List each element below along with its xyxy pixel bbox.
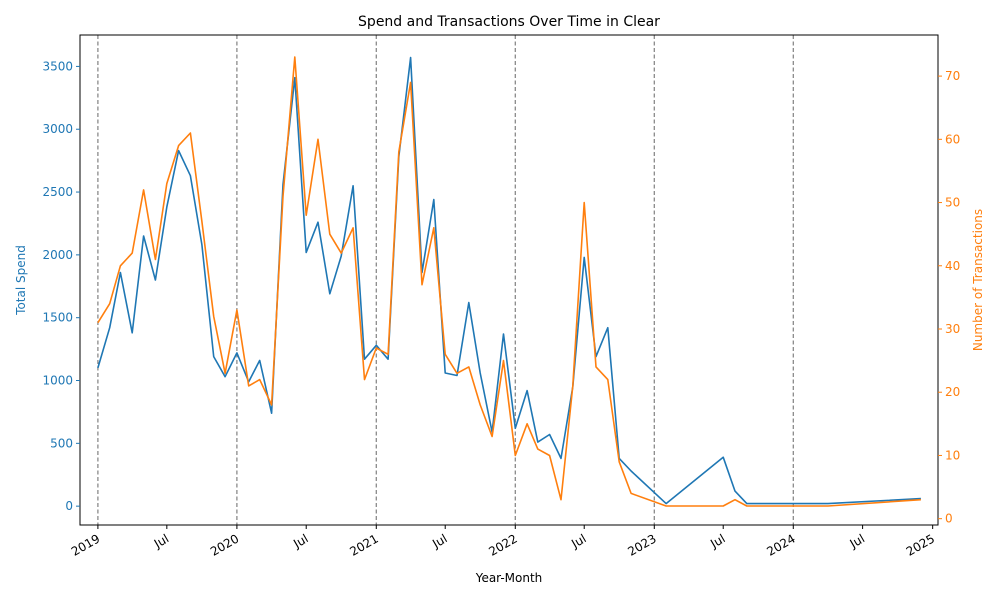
x-tick-label: Jul [707, 531, 727, 551]
x-tick-label: Jul [429, 531, 449, 551]
right-tick-label: 50 [945, 196, 960, 210]
left-tick-label: 0 [65, 499, 73, 513]
right-tick-label: 10 [945, 448, 960, 462]
x-tick-label: Jul [568, 531, 588, 551]
chart-title: Spend and Transactions Over Time in Clea… [358, 14, 660, 30]
x-axis-label: Year-Month [475, 571, 543, 585]
left-tick-label: 1000 [42, 374, 73, 388]
right-tick-label: 40 [945, 259, 960, 273]
x-tick-label: Jul [847, 531, 867, 551]
left-axis-label: Total Spend [14, 245, 28, 316]
left-tick-label: 1500 [42, 311, 73, 325]
right-tick-label: 60 [945, 132, 960, 146]
left-tick-label: 3000 [42, 122, 73, 136]
year-boundary-lines [97, 35, 794, 525]
series-lines [97, 56, 921, 507]
x-axis-ticks: 2019 Jul 2020 Jul 2021 Jul 2022 Jul 2023 Jul 2024 J… [69, 525, 937, 559]
left-tick-label: 500 [50, 436, 73, 450]
right-tick-label: 70 [945, 69, 960, 83]
right-axis-label: Number of Transactions [971, 209, 985, 351]
left-axis-ticks: 0 500 1000 1500 2000 2500 3000 3500 [42, 59, 80, 513]
plot-frame [79, 34, 939, 526]
x-tick-label: Jul [290, 531, 310, 551]
left-tick-label: 2000 [42, 248, 73, 262]
transactions-line [97, 56, 921, 507]
left-tick-label: 2500 [42, 185, 73, 199]
x-tick-label: Jul [151, 531, 171, 551]
right-tick-label: 30 [945, 322, 960, 336]
right-tick-label: 0 [945, 512, 953, 526]
left-tick-label: 3500 [42, 59, 73, 73]
right-axis-ticks: 0 10 20 30 40 50 60 70 [938, 69, 960, 526]
right-tick-label: 20 [945, 385, 960, 399]
